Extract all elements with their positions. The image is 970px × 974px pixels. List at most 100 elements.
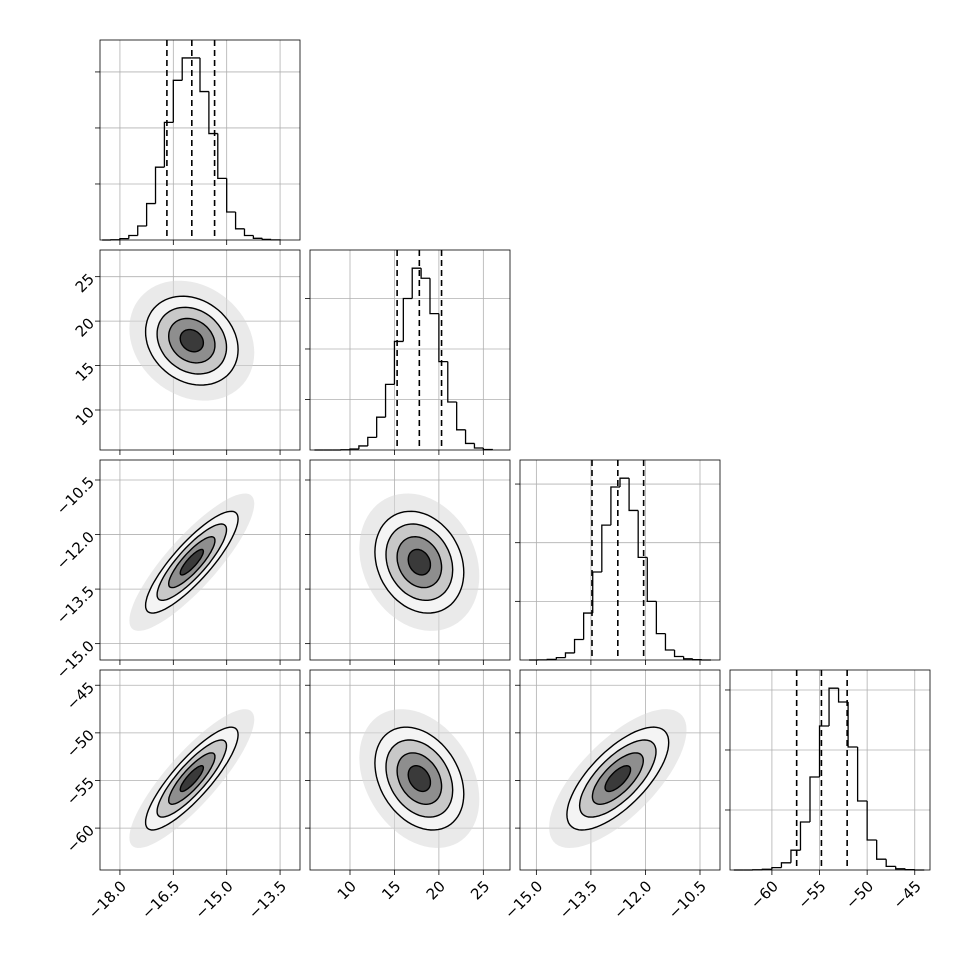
histogram-bin: [227, 178, 236, 212]
histogram-bin: [638, 510, 647, 557]
x-tick-label: −12.0: [610, 877, 655, 922]
y-tick-label: −12.0: [53, 528, 98, 573]
y-tick-label: 25: [72, 270, 98, 296]
histogram-bin: [368, 437, 377, 446]
histogram-bin: [200, 58, 209, 92]
histogram-bin: [236, 212, 245, 229]
histogram-bin: [466, 430, 475, 444]
x-tick-label: −15.0: [501, 877, 546, 922]
histogram-bin: [684, 656, 693, 658]
x-tick-label: −13.5: [556, 877, 601, 922]
histogram-bin: [781, 863, 791, 868]
x-tick-label: 20: [423, 877, 449, 903]
y-tick-label: 20: [72, 314, 98, 340]
histogram-bin: [772, 868, 782, 870]
histogram-bin: [593, 572, 602, 613]
histogram-bin: [620, 478, 629, 487]
histogram-bin: [253, 236, 262, 239]
histogram-panel: [515, 460, 720, 665]
x-tick-label: 10: [334, 877, 360, 903]
histogram-bin: [164, 122, 173, 167]
histogram-bin: [474, 443, 483, 448]
histogram-bin: [829, 688, 839, 726]
contours: [359, 494, 479, 631]
x-tick-label: −55: [794, 877, 829, 912]
x-tick-label: −13.5: [245, 877, 290, 922]
panel-frame: [730, 670, 930, 870]
x-tick-label: −45: [890, 877, 925, 912]
y-tick-label: −50: [63, 726, 98, 761]
contours: [129, 494, 254, 631]
histogram-panel: [305, 250, 510, 455]
histogram-bin: [791, 850, 801, 863]
histogram-bin: [182, 58, 191, 80]
histogram-bin: [693, 659, 702, 660]
histogram-bin: [877, 840, 887, 859]
y-tick-label: −15.0: [53, 637, 98, 682]
contours: [359, 709, 479, 848]
histogram-bin: [120, 239, 129, 240]
histogram-bin: [421, 268, 430, 278]
histogram-bin: [403, 298, 412, 341]
histogram-bin: [800, 822, 810, 850]
histogram-bin: [848, 702, 858, 747]
x-tick-label: −50: [842, 877, 877, 912]
y-tick-label: −60: [63, 821, 98, 856]
histogram-bin: [439, 314, 448, 362]
y-tick-label: −10.5: [53, 473, 98, 518]
panel-frame: [520, 460, 720, 660]
density-panel: −15.0−13.5−12.0−10.5: [501, 670, 720, 923]
y-tick-label: −13.5: [53, 582, 98, 627]
histogram-bin: [905, 869, 915, 870]
histogram-bin: [448, 362, 457, 402]
x-tick-label: −16.5: [138, 877, 183, 922]
histogram-bin: [565, 653, 574, 658]
histogram-bin: [867, 801, 877, 840]
histogram-bin: [629, 478, 638, 510]
histogram-bin: [138, 226, 147, 236]
contours: [129, 709, 254, 848]
histogram-bin: [386, 384, 395, 417]
histogram-bin: [556, 658, 565, 660]
histogram-bin: [602, 525, 611, 572]
histogram-bin: [896, 866, 906, 868]
density-panel: [305, 460, 510, 665]
histogram-bin: [244, 229, 253, 236]
contours: [129, 281, 254, 401]
histogram-bin: [886, 859, 896, 866]
x-tick-label: −10.5: [665, 877, 710, 922]
density-panel: −18.0−16.5−15.0−13.5−60−55−50−45: [63, 670, 300, 923]
x-tick-label: 25: [467, 877, 493, 903]
histogram-bin: [430, 278, 439, 313]
histogram-bin: [575, 639, 584, 652]
contours: [549, 709, 686, 848]
histogram-panel: [95, 40, 300, 245]
histogram-bin: [129, 236, 138, 239]
density-panel: 10 15 20 25: [305, 670, 510, 904]
histogram-bin: [394, 341, 403, 384]
y-tick-label: 10: [72, 403, 98, 429]
histogram-bin: [656, 601, 665, 633]
y-tick-label: −55: [63, 774, 98, 809]
histogram-bin: [377, 417, 386, 437]
histogram-bin: [675, 650, 684, 656]
histogram-bin: [611, 487, 620, 525]
density-panel: −15.0 −13.5 −12.0 −10.5: [53, 460, 300, 682]
x-tick-label: 15: [378, 877, 404, 903]
histogram-bin: [457, 402, 466, 430]
histogram-bin: [665, 634, 674, 650]
histogram-bin: [209, 92, 218, 134]
histogram-panel: −60 −55 −50 −45: [725, 670, 930, 912]
histogram-bin: [262, 238, 271, 239]
x-tick-label: −18.0: [85, 877, 130, 922]
histogram-bin: [810, 777, 820, 822]
histogram-bin: [147, 204, 156, 226]
histogram-bin: [218, 134, 227, 179]
histogram-bin: [156, 167, 165, 203]
panel-frame: [310, 250, 510, 450]
x-tick-label: −60: [747, 877, 782, 912]
histogram-bin: [858, 747, 868, 801]
